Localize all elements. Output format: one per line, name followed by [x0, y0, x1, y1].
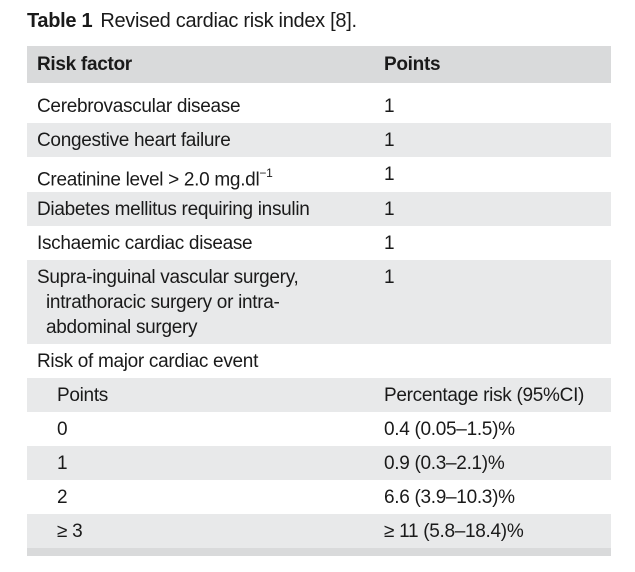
points-cell: 1: [57, 453, 68, 475]
table-bottom-rule: [27, 548, 611, 557]
table-header: Risk factor Points: [27, 46, 611, 83]
risk-factor-cell: Creatinine level > 2.0 mg.dl−1: [27, 162, 374, 192]
points-cell: 2: [57, 487, 68, 509]
risk-cell: 6.6 (3.9–10.3)%: [384, 487, 515, 509]
section-title: Risk of major cardiac event: [37, 351, 259, 373]
superscript: −1: [259, 166, 273, 180]
risk-factor-cell: Congestive heart failure: [37, 130, 231, 151]
risk-factor-cell: Supra-inguinal vascular surgery, intrath…: [27, 265, 374, 340]
points-cell: ≥ 3: [57, 521, 83, 543]
subheader-percentage-risk: Percentage risk (95%CI): [384, 385, 585, 407]
table-row: Congestive heart failure 1: [27, 123, 611, 157]
risk-factor-cell: Cerebrovascular disease: [37, 96, 241, 117]
points-cell: 1: [384, 233, 395, 255]
points-cell: 1: [384, 199, 395, 221]
risk-factor-line: Supra-inguinal vascular surgery,: [37, 267, 299, 289]
table-row: Supra-inguinal vascular surgery, intrath…: [27, 260, 611, 345]
table-row: Diabetes mellitus requiring insulin 1: [27, 192, 611, 227]
header-risk-factor: Risk factor: [37, 53, 132, 75]
table-row: 0 0.4 (0.05–1.5)%: [27, 412, 611, 446]
table-row: ≥ 3 ≥ 11 (5.8–18.4)%: [27, 514, 611, 549]
section-title-row: Risk of major cardiac event: [27, 344, 611, 378]
points-cell: 1: [384, 130, 395, 151]
points-cell: 1: [384, 267, 395, 289]
table-row: Cerebrovascular disease 1: [27, 89, 611, 123]
table-label: Table 1: [27, 10, 93, 32]
points-cell: 1: [384, 164, 395, 185]
risk-cell: 0.9 (0.3–2.1)%: [384, 453, 505, 475]
table-row: 1 0.9 (0.3–2.1)%: [27, 446, 611, 481]
subheader-row: Points Percentage risk (95%CI): [27, 378, 611, 413]
points-cell: 0: [57, 419, 68, 441]
table-row: Ischaemic cardiac disease 1: [27, 226, 611, 260]
table-row: 2 6.6 (3.9–10.3)%: [27, 480, 611, 514]
risk-cell: 0.4 (0.05–1.5)%: [384, 419, 515, 441]
points-cell: 1: [384, 96, 395, 117]
header-points: Points: [384, 53, 441, 75]
risk-index-table: Risk factor Points Cerebrovascular disea…: [27, 46, 611, 557]
risk-factor-cell: Ischaemic cardiac disease: [37, 233, 253, 255]
risk-factor-line: intrathoracic surgery or intra-: [46, 292, 280, 314]
table-row: Creatinine level > 2.0 mg.dl−1 1: [27, 157, 611, 192]
table-title: Revised cardiac risk index [8].: [100, 10, 357, 32]
table-caption: Table 1 Revised cardiac risk index [8].: [27, 10, 357, 33]
risk-cell: ≥ 11 (5.8–18.4)%: [384, 521, 524, 543]
risk-factor-line: abdominal surgery: [46, 317, 198, 339]
risk-factor-text: Creatinine level > 2.0 mg.dl: [37, 169, 260, 191]
subheader-points: Points: [57, 385, 109, 407]
risk-factor-cell: Diabetes mellitus requiring insulin: [37, 199, 310, 221]
